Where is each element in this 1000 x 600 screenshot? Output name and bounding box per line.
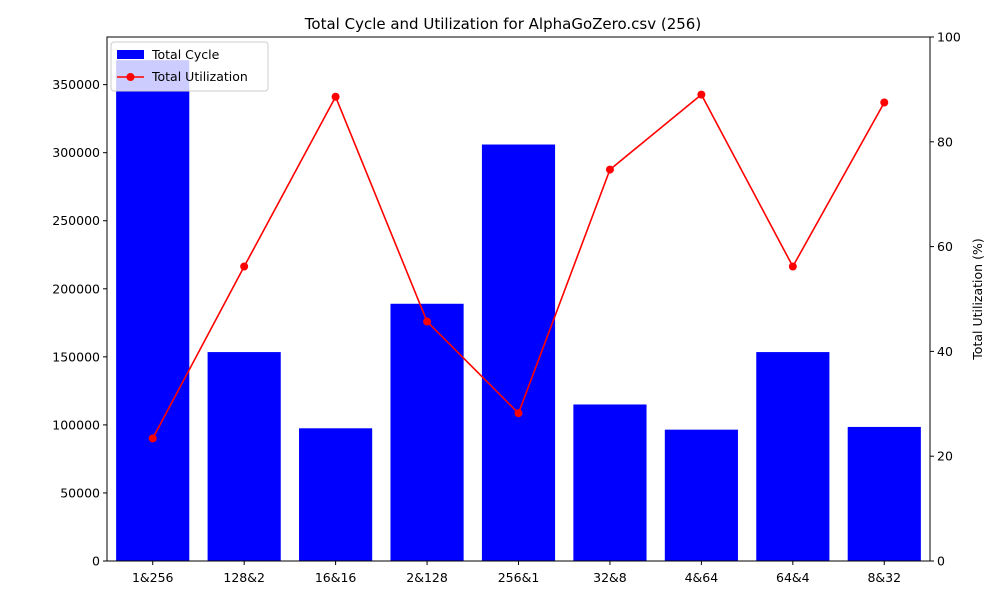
y-right-tick-label: 100: [937, 30, 961, 45]
utilization-point-256&1: [514, 409, 523, 418]
y-axis-right: 0 20 40 60 80 100: [930, 30, 961, 569]
x-tick-label: 16&16: [315, 570, 357, 585]
y-right-tick-label: 80: [937, 134, 953, 149]
y-right-tick-label: 0: [937, 554, 945, 569]
y-left-tick-label: 0: [92, 554, 100, 569]
bar-256&1: [481, 144, 556, 561]
utilization-point-64&4: [788, 262, 797, 271]
legend-label-total-cycle: Total Cycle: [151, 47, 220, 62]
y-left-tick-label: 200000: [52, 281, 100, 296]
y-left-tick-label: 300000: [52, 145, 100, 160]
y-left-tick-label: 250000: [52, 213, 100, 228]
legend: Total Cycle Total Utilization: [110, 41, 269, 92]
utilization-point-4&64: [697, 90, 706, 99]
line-series-total-utilization: [148, 90, 889, 443]
x-tick-label: 2&128: [406, 570, 448, 585]
x-tick-label: 32&8: [593, 570, 627, 585]
bar-16&16: [299, 428, 373, 561]
y-left-tick-label: 350000: [52, 77, 100, 92]
x-tick-label: 64&4: [776, 570, 810, 585]
x-tick-label: 256&1: [498, 570, 540, 585]
legend-box: [110, 41, 269, 92]
utilization-point-128&2: [240, 262, 249, 271]
x-tick-label: 1&256: [132, 570, 174, 585]
y-right-tick-label: 20: [937, 449, 953, 464]
utilization-point-2&128: [423, 317, 432, 326]
bar-1&256: [116, 60, 190, 561]
utilization-point-1&256: [148, 434, 157, 443]
y-right-tick-label: 40: [937, 344, 953, 359]
bar-series-total-cycle: [116, 60, 921, 561]
bar-8&32: [847, 426, 921, 561]
legend-line-marker: [126, 73, 135, 81]
legend-bar-swatch: [117, 50, 144, 59]
bar-4&64: [664, 429, 738, 561]
y-left-tick-label: 50000: [60, 485, 100, 500]
bar-32&8: [573, 404, 647, 561]
y-axis-right-title: Total Utilization (%): [970, 238, 985, 360]
legend-label-total-utilization: Total Utilization: [151, 69, 248, 84]
x-tick-label: 4&64: [685, 570, 719, 585]
utilization-point-8&32: [880, 98, 889, 107]
y-axis-left: 0 50000 100000 150000 200000 250000 300000 3500…: [52, 77, 107, 569]
y-left-tick-label: 150000: [52, 349, 100, 364]
x-axis: 1&256 128&2 16&16 2&128 256&1 32&8 4&64 64&4 8&3…: [132, 561, 901, 585]
chart-title: Total Cycle and Utilization for AlphaGoZ…: [304, 15, 701, 33]
y-right-tick-label: 60: [937, 239, 953, 254]
bar-64&4: [756, 352, 830, 561]
x-tick-label: 8&32: [867, 570, 901, 585]
bar-128&2: [207, 352, 281, 561]
x-tick-label: 128&2: [223, 570, 265, 585]
utilization-point-32&8: [605, 165, 614, 174]
y-left-tick-label: 100000: [52, 417, 100, 432]
utilization-point-16&16: [331, 92, 340, 101]
bar-2&128: [390, 303, 464, 561]
